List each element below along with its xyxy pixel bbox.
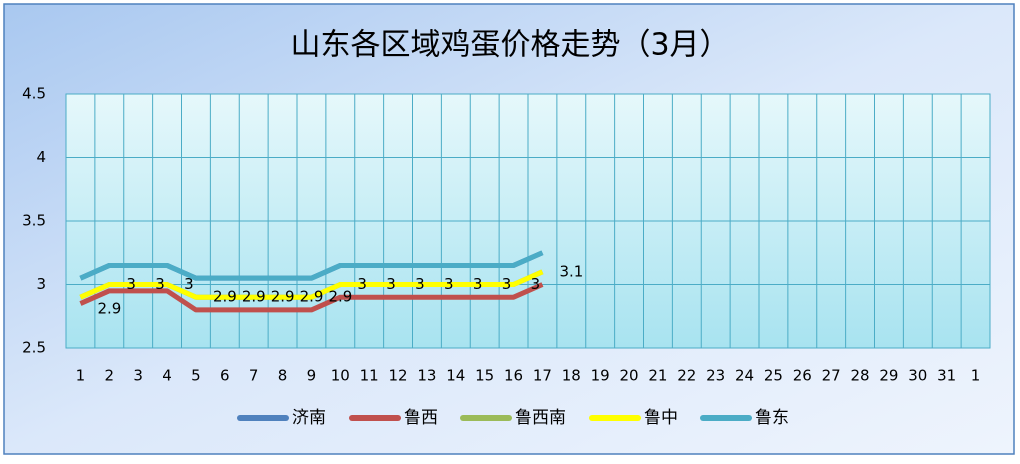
data-label: 3 (126, 275, 136, 293)
legend-label: 鲁中 (644, 408, 678, 428)
y-tick-label: 3.5 (22, 212, 46, 230)
x-tick-label: 11 (360, 367, 379, 385)
data-label: 2.9 (328, 288, 352, 306)
x-tick-label: 6 (220, 367, 230, 385)
x-tick-label: 9 (307, 367, 317, 385)
x-tick-label: 23 (706, 367, 725, 385)
data-label: 2.9 (213, 288, 237, 306)
x-tick-label: 19 (591, 367, 610, 385)
x-tick-label: 3 (133, 367, 143, 385)
data-label: 2.9 (271, 288, 295, 306)
x-tick-label: 13 (417, 367, 436, 385)
data-label: 2.9 (300, 288, 324, 306)
data-label: 3 (502, 275, 512, 293)
x-tick-label: 16 (504, 367, 523, 385)
y-tick-label: 4 (36, 148, 46, 166)
data-label: 3.1 (559, 262, 583, 280)
data-label: 3 (415, 275, 425, 293)
data-label: 2.9 (97, 300, 121, 318)
y-tick-label: 3 (36, 275, 46, 293)
x-tick-label: 26 (793, 367, 812, 385)
series-line (79, 269, 544, 300)
x-tick-label: 1 (76, 367, 86, 385)
data-label: 3 (386, 275, 396, 293)
x-tick-label: 8 (278, 367, 288, 385)
x-tick-label: 31 (937, 367, 956, 385)
x-tick-label: 14 (446, 367, 465, 385)
data-label: 3 (357, 275, 367, 293)
x-tick-label: 27 (822, 367, 841, 385)
x-tick-label: 24 (735, 367, 754, 385)
x-tick-label: 20 (620, 367, 639, 385)
x-tick-label: 2 (105, 367, 115, 385)
x-tick-label: 5 (191, 367, 201, 385)
y-tick-label: 4.5 (22, 85, 46, 103)
legend-label: 鲁东 (755, 408, 789, 428)
x-tick-label: 18 (562, 367, 581, 385)
data-label: 3 (184, 275, 194, 293)
legend-label: 鲁西 (404, 408, 438, 428)
x-tick-label: 29 (879, 367, 898, 385)
x-tick-label: 4 (162, 367, 172, 385)
legend-label: 鲁西南 (515, 408, 566, 428)
data-label: 3 (473, 275, 483, 293)
data-label: 2.9 (242, 288, 266, 306)
x-tick-label: 17 (533, 367, 552, 385)
x-tick-label: 7 (249, 367, 259, 385)
plot-border (65, 93, 991, 349)
data-label: 3 (444, 275, 454, 293)
series-line (79, 250, 544, 281)
x-tick-label: 25 (764, 367, 783, 385)
y-tick-label: 2.5 (22, 339, 46, 357)
chart-title: 山东各区域鸡蛋价格走势（3月） (290, 28, 729, 63)
x-tick-label: 21 (648, 367, 667, 385)
x-tick-label: 15 (475, 367, 494, 385)
data-label: 3 (155, 275, 165, 293)
legend-label: 济南 (292, 408, 326, 428)
x-tick-label: 28 (851, 367, 870, 385)
x-tick-label: 1 (971, 367, 981, 385)
data-label: 3 (531, 275, 541, 293)
x-tick-label: 10 (331, 367, 350, 385)
x-tick-label: 12 (389, 367, 408, 385)
series-line (79, 282, 544, 313)
x-tick-label: 22 (677, 367, 696, 385)
x-tick-label: 30 (908, 367, 927, 385)
